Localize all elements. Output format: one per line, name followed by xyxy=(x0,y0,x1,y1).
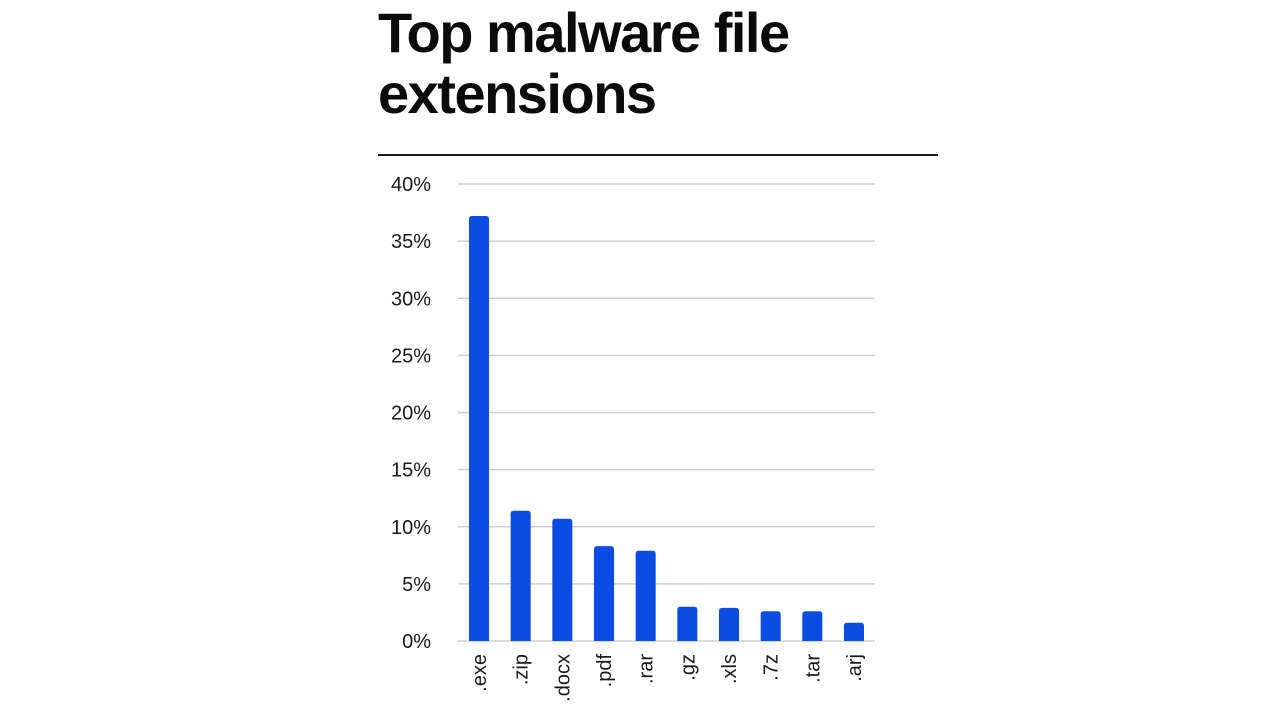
bar-7z xyxy=(760,611,781,641)
bar-pdf xyxy=(594,546,614,641)
title-divider xyxy=(378,154,938,156)
y-tick-label: 35% xyxy=(391,231,431,253)
y-tick-label: 5% xyxy=(402,574,431,596)
bar-tar xyxy=(802,611,823,641)
x-category-label: .gz xyxy=(677,654,699,681)
chart-title: Top malware file extensions xyxy=(378,1,790,125)
bar-exe xyxy=(469,215,489,642)
y-tick-label: 0% xyxy=(402,631,431,653)
bar-xls xyxy=(719,607,739,641)
x-category-label: .pdf xyxy=(594,654,616,688)
y-tick-label: 40% xyxy=(391,174,431,196)
bar-docx xyxy=(552,518,573,641)
y-tick-label: 25% xyxy=(391,345,431,367)
x-category-label: .arj xyxy=(844,654,866,682)
bars xyxy=(469,215,864,642)
x-category-label: .exe xyxy=(469,654,491,692)
y-tick-label: 30% xyxy=(391,288,431,310)
x-category-label: .rar xyxy=(636,654,658,684)
x-category-label: .xls xyxy=(719,654,741,684)
x-category-label: .zip xyxy=(511,654,533,685)
x-category-label: .tar xyxy=(802,654,824,683)
x-axis-category-labels: .exe .zip .docx .pdf .rar .gz .xls .7z .tar .arj xyxy=(469,654,866,702)
y-tick-label: 15% xyxy=(391,460,431,482)
bar-gz xyxy=(677,606,698,641)
x-category-label: .docx xyxy=(552,654,574,702)
bar-rar xyxy=(635,550,656,641)
bar-zip xyxy=(510,510,531,641)
bar-arj xyxy=(844,622,864,641)
y-axis-tick-labels: 0% 5% 10% 15% 20% 25% 30% 35% 40% xyxy=(391,174,431,653)
y-tick-label: 20% xyxy=(391,403,431,425)
y-tick-label: 10% xyxy=(391,517,431,539)
x-category-label: .7z xyxy=(761,654,783,681)
